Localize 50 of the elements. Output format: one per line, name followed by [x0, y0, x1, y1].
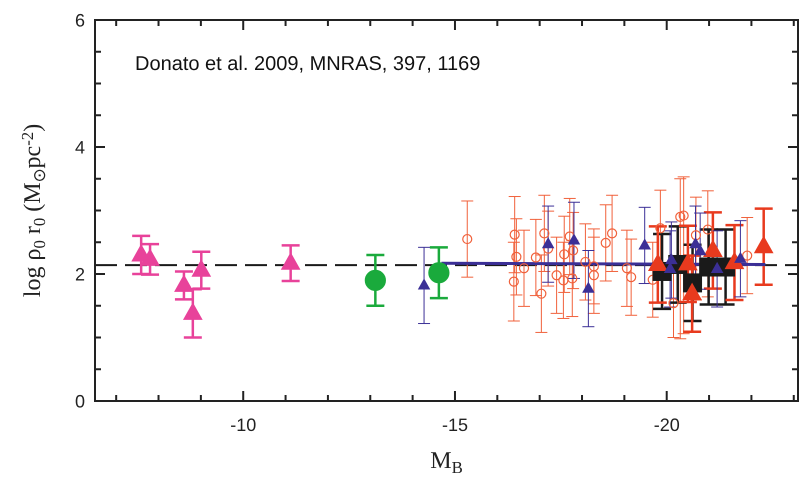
point	[568, 245, 578, 256]
point	[668, 298, 679, 308]
x-tick-label: -10	[230, 415, 256, 435]
point	[665, 254, 678, 264]
point	[511, 252, 522, 262]
point	[508, 276, 519, 287]
point	[588, 270, 599, 280]
point	[558, 275, 568, 286]
y-tick-label: 2	[74, 264, 85, 284]
y-tick-label: 4	[74, 137, 85, 158]
point	[510, 230, 520, 240]
point	[580, 256, 591, 268]
point	[702, 224, 713, 235]
x-axis-title: M$_{B}$	[430, 448, 463, 478]
point	[703, 240, 722, 258]
point	[690, 238, 702, 248]
point	[552, 270, 562, 280]
point	[428, 262, 450, 284]
point	[462, 234, 472, 244]
point	[559, 249, 570, 260]
point	[588, 261, 599, 272]
point	[678, 210, 689, 221]
point	[567, 273, 578, 284]
x-tick-label: -20	[654, 415, 680, 435]
x-tick-label: -15	[442, 415, 468, 435]
point	[690, 230, 702, 240]
point	[711, 262, 724, 274]
point	[742, 250, 752, 261]
point	[542, 238, 554, 248]
annotation: Donato et al. 2009, MNRAS, 397, 1169	[135, 53, 480, 75]
point	[418, 278, 430, 290]
point	[564, 231, 575, 242]
point	[648, 274, 658, 285]
y-tick-label: 0	[74, 391, 85, 412]
y-tick-label: 6	[74, 10, 85, 30]
point	[530, 252, 541, 263]
point	[539, 228, 550, 238]
point	[655, 223, 666, 234]
point	[536, 288, 546, 299]
point	[694, 244, 706, 256]
point	[675, 212, 686, 222]
point	[622, 263, 632, 274]
point	[568, 234, 580, 244]
point	[518, 263, 530, 274]
point	[606, 228, 618, 238]
point	[582, 282, 594, 293]
point	[626, 272, 636, 282]
point	[364, 270, 386, 291]
point	[638, 238, 651, 250]
point	[600, 238, 611, 248]
